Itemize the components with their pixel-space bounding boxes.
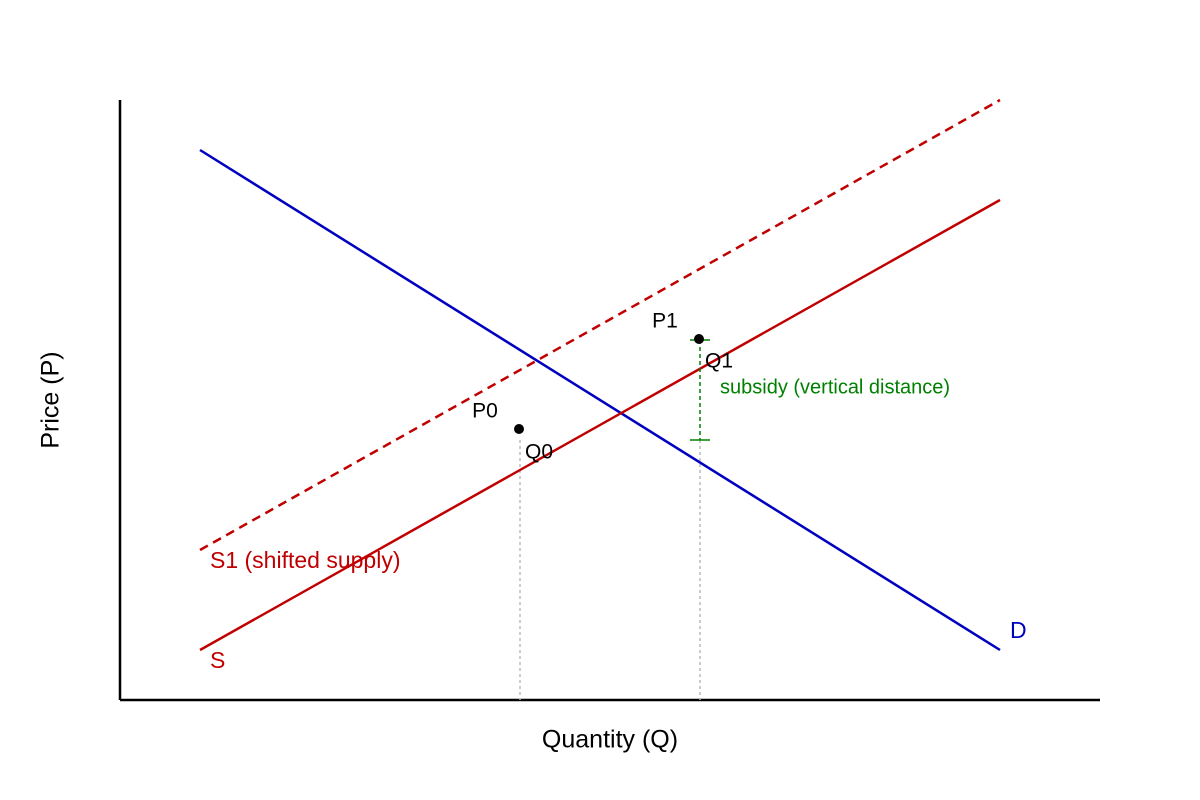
shifted-supply-curve xyxy=(199,98,1001,552)
point-label: P1 xyxy=(652,310,678,333)
supply-curve xyxy=(199,198,1001,652)
point-label: Q1 xyxy=(705,350,733,373)
curve-label: D xyxy=(1010,617,1027,643)
annotation: subsidy (vertical distance) xyxy=(720,376,950,398)
y-axis-label: Price (P) xyxy=(37,351,65,448)
curve-label: S xyxy=(210,647,225,673)
point-label: Q0 xyxy=(525,441,553,464)
demand-curve xyxy=(199,148,1001,652)
point-p1 xyxy=(694,334,704,344)
point-p0 xyxy=(514,424,524,434)
x-axis-label: Quantity (Q) xyxy=(542,726,678,754)
point-label: P0 xyxy=(472,400,498,423)
curve-label: S1 (shifted supply) xyxy=(210,547,400,573)
